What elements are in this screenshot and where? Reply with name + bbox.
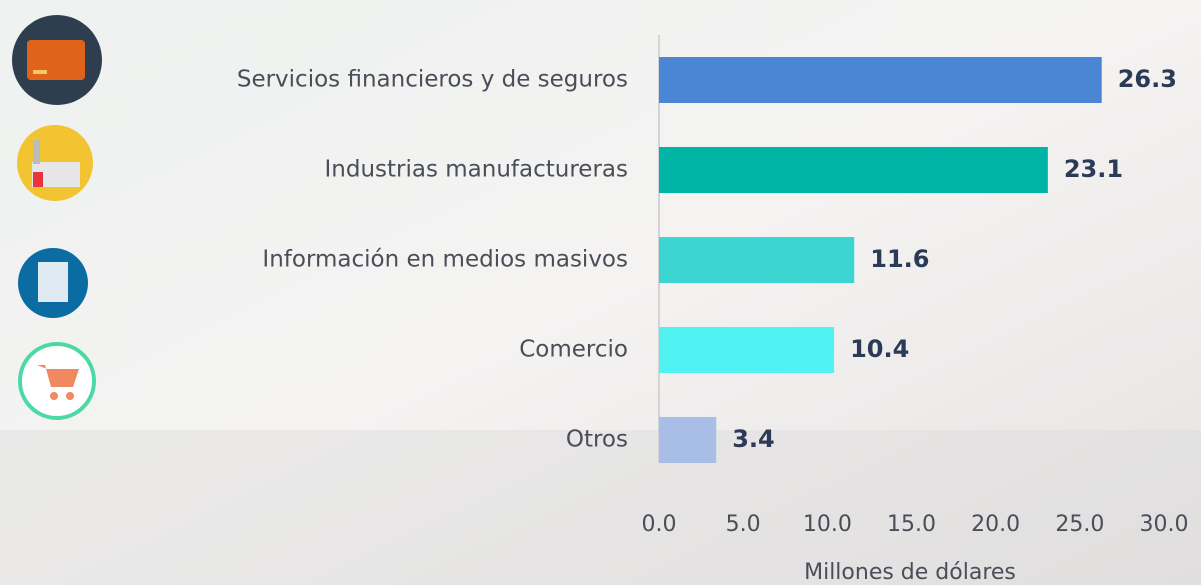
bar [659,237,855,283]
x-axis-title: Millones de dólares [804,560,1016,585]
value-label: 26.3 [1118,65,1177,93]
x-tick-label: 30.0 [1140,512,1189,537]
x-tick-label: 15.0 [887,512,936,537]
bar [659,417,717,463]
x-tick-label: 0.0 [642,512,677,537]
icon-media [18,248,88,318]
x-tick-label: 10.0 [803,512,852,537]
icon-finance [12,15,102,105]
value-label: 23.1 [1064,155,1123,183]
bar [659,57,1102,103]
y-tick-label: Información en medios masivos [262,247,628,273]
y-tick-label: Industrias manufactureras [325,157,629,183]
x-tick-label: 25.0 [1055,512,1104,537]
value-label: 3.4 [732,425,775,453]
y-tick-label: Otros [566,427,628,453]
icon-industry [17,125,93,201]
y-tick-label: Servicios financieros y de seguros [237,67,628,93]
background-shade [0,430,1201,585]
value-label: 10.4 [850,335,909,363]
x-tick-label: 5.0 [726,512,761,537]
value-label: 11.6 [870,245,929,273]
bar [659,327,835,373]
y-tick-label: Comercio [519,337,628,363]
x-tick-label: 20.0 [971,512,1020,537]
icon-commerce [18,342,96,420]
bar [659,147,1048,193]
